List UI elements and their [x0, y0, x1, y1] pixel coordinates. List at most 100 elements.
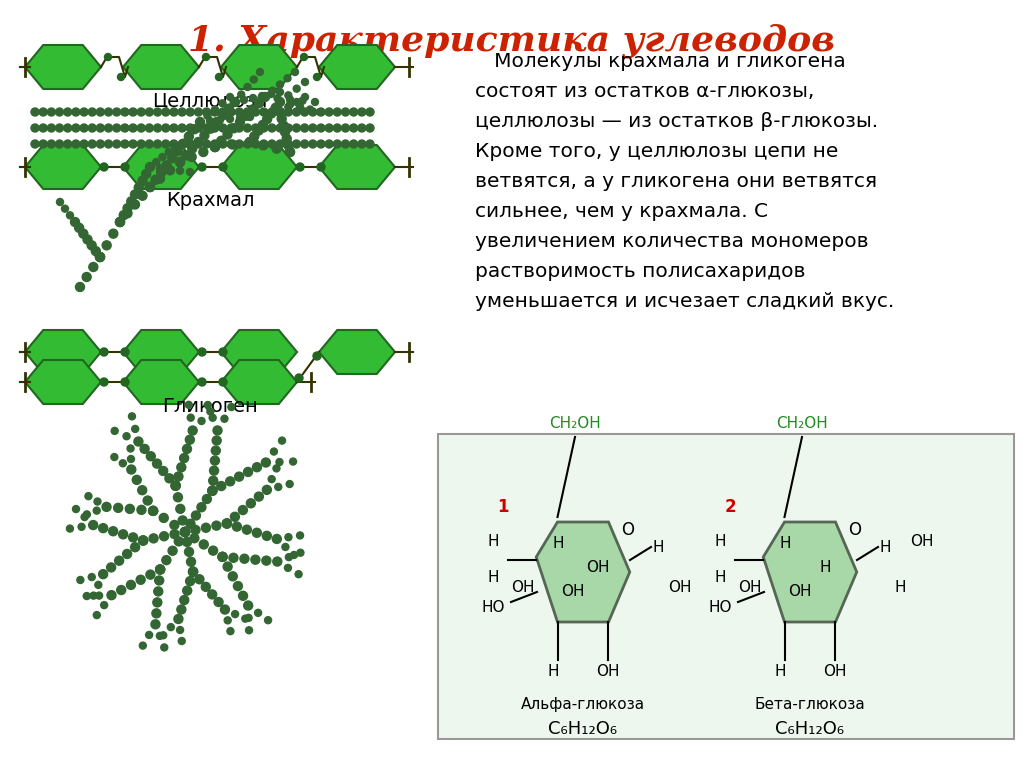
- Circle shape: [79, 229, 88, 239]
- Circle shape: [176, 627, 183, 634]
- Circle shape: [284, 74, 291, 82]
- Polygon shape: [25, 45, 101, 89]
- Circle shape: [261, 94, 268, 100]
- Circle shape: [297, 532, 303, 539]
- Circle shape: [211, 108, 219, 116]
- Circle shape: [189, 427, 197, 434]
- Circle shape: [196, 117, 205, 127]
- Circle shape: [211, 143, 219, 152]
- Circle shape: [170, 140, 178, 148]
- Circle shape: [71, 218, 80, 226]
- Circle shape: [228, 572, 238, 581]
- Circle shape: [268, 108, 275, 116]
- Circle shape: [284, 141, 293, 150]
- Circle shape: [317, 108, 325, 116]
- Circle shape: [209, 476, 218, 486]
- Circle shape: [190, 525, 200, 535]
- Polygon shape: [319, 330, 395, 374]
- Circle shape: [175, 157, 184, 166]
- Circle shape: [178, 637, 185, 644]
- Circle shape: [215, 74, 222, 81]
- Circle shape: [239, 591, 248, 601]
- Circle shape: [63, 140, 72, 148]
- Circle shape: [349, 124, 357, 132]
- Circle shape: [236, 117, 245, 127]
- Circle shape: [195, 140, 203, 148]
- Circle shape: [252, 124, 260, 132]
- Circle shape: [176, 167, 183, 174]
- Circle shape: [102, 241, 112, 250]
- Circle shape: [55, 124, 63, 132]
- Circle shape: [228, 140, 237, 149]
- Circle shape: [179, 453, 188, 463]
- Circle shape: [285, 140, 292, 148]
- Circle shape: [232, 522, 242, 531]
- Circle shape: [156, 565, 165, 574]
- Circle shape: [127, 456, 134, 463]
- Circle shape: [100, 378, 108, 386]
- Circle shape: [137, 486, 146, 495]
- Circle shape: [185, 577, 195, 586]
- Circle shape: [198, 417, 205, 424]
- Circle shape: [244, 108, 252, 116]
- Circle shape: [244, 601, 253, 610]
- Circle shape: [188, 567, 198, 576]
- Circle shape: [240, 555, 249, 563]
- Circle shape: [159, 153, 166, 160]
- Circle shape: [116, 218, 125, 226]
- Circle shape: [67, 525, 74, 532]
- Circle shape: [198, 348, 206, 356]
- Circle shape: [254, 99, 263, 107]
- Circle shape: [31, 108, 39, 116]
- Circle shape: [326, 140, 333, 148]
- Circle shape: [276, 98, 284, 106]
- Polygon shape: [221, 145, 297, 189]
- Circle shape: [204, 112, 211, 119]
- Circle shape: [273, 558, 281, 565]
- Circle shape: [246, 137, 255, 146]
- Circle shape: [120, 459, 126, 467]
- Circle shape: [171, 481, 180, 490]
- Circle shape: [173, 492, 182, 502]
- Circle shape: [357, 108, 366, 116]
- Circle shape: [226, 116, 233, 123]
- Circle shape: [227, 108, 236, 116]
- Circle shape: [195, 108, 203, 116]
- Text: Гликоген: Гликоген: [162, 397, 258, 416]
- Circle shape: [341, 124, 349, 132]
- Text: H: H: [487, 535, 499, 549]
- Circle shape: [285, 124, 292, 132]
- Text: 1. Характеристика углеводов: 1. Характеристика углеводов: [188, 24, 836, 58]
- Circle shape: [178, 516, 187, 525]
- Circle shape: [180, 528, 189, 536]
- Circle shape: [138, 176, 147, 186]
- Circle shape: [300, 54, 307, 61]
- Circle shape: [95, 252, 104, 262]
- Text: O: O: [622, 521, 635, 539]
- Circle shape: [276, 98, 284, 106]
- Circle shape: [152, 609, 161, 618]
- Circle shape: [301, 124, 308, 132]
- Circle shape: [188, 567, 198, 576]
- Circle shape: [180, 595, 188, 604]
- Circle shape: [231, 98, 239, 106]
- Circle shape: [301, 94, 308, 100]
- Circle shape: [137, 124, 145, 132]
- Circle shape: [285, 104, 292, 110]
- Polygon shape: [123, 330, 199, 374]
- Text: H: H: [819, 559, 830, 574]
- Text: C₆H₁₂O₆: C₆H₁₂O₆: [549, 720, 617, 738]
- Circle shape: [108, 591, 115, 599]
- Circle shape: [229, 553, 238, 562]
- Circle shape: [311, 98, 318, 106]
- Circle shape: [309, 124, 316, 132]
- Circle shape: [326, 124, 333, 132]
- Circle shape: [260, 108, 268, 116]
- Circle shape: [252, 528, 261, 537]
- Circle shape: [174, 614, 183, 624]
- Circle shape: [236, 124, 244, 132]
- Circle shape: [261, 94, 268, 100]
- Circle shape: [145, 183, 155, 192]
- Circle shape: [197, 502, 206, 512]
- Circle shape: [88, 108, 96, 116]
